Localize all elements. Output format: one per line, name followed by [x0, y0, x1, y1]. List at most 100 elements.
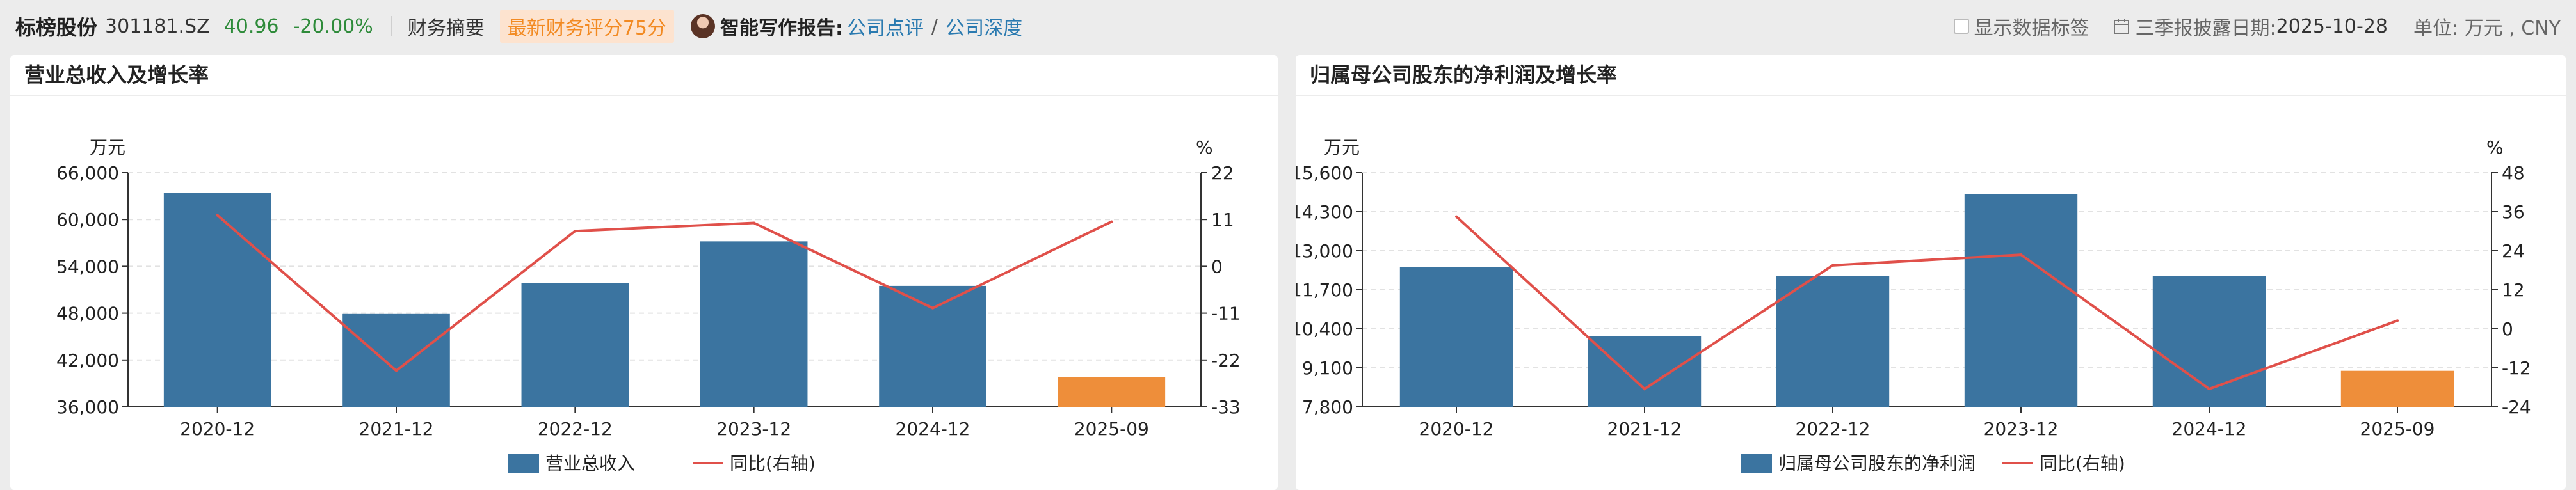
- growth-point-2025-09: [1110, 220, 1113, 223]
- y2-tick-label: 0: [2502, 319, 2513, 340]
- y-tick-label: 9,100: [1302, 358, 1353, 379]
- y-unit-label: 万元: [1324, 137, 1360, 158]
- growth-point-2021-12: [1643, 388, 1646, 391]
- header-divider: [390, 16, 392, 36]
- show-labels-label[interactable]: 显示数据标签: [1974, 17, 2089, 40]
- profit-chart: 7,800 9,100 10,400 11,700 13,000 14,300 15,600…: [1296, 137, 2531, 474]
- legend-bar-swatch: [1741, 454, 1772, 473]
- disclosure-label: 三季报披露日期:: [2135, 17, 2276, 40]
- header-bar: 标榜股份 301181.SZ 40.96 -20.00% 财务摘要 最新财务评分…: [0, 0, 2576, 52]
- stock-name: 标榜股份: [15, 15, 98, 40]
- revenue-chart-title: 营业总收入及增长率: [24, 63, 209, 87]
- x-tick-label: 2020-12: [1419, 418, 1494, 439]
- financial-score-badge[interactable]: 最新财务评分75分: [499, 10, 674, 43]
- y-tick-label: 15,600: [1296, 162, 1353, 184]
- y-tick-label: 60,000: [56, 209, 119, 230]
- growth-point-2022-12: [574, 230, 577, 233]
- x-tick-label: 2025-09: [1074, 418, 1149, 439]
- x-tick-label: 2024-12: [896, 418, 970, 439]
- show-labels-checkbox[interactable]: [1953, 19, 1969, 34]
- x-tick-label: 2023-12: [1984, 418, 2059, 439]
- growth-point-2024-12: [2208, 388, 2210, 391]
- panel-divider: [10, 95, 1278, 96]
- unit-label: 单位: 万元 , CNY: [2413, 17, 2561, 40]
- company-depth-link[interactable]: 公司深度: [946, 17, 1023, 40]
- growth-point-2020-12: [1455, 215, 1458, 218]
- x-tick-label: 2021-12: [1607, 418, 1682, 439]
- x-tick-label: 2022-12: [1796, 418, 1871, 439]
- y-tick-label: 48,000: [56, 303, 119, 324]
- bar-2023-12: [1964, 194, 2078, 407]
- y2-tick-label: -24: [2502, 397, 2531, 418]
- y2-tick-label: -22: [1211, 350, 1241, 371]
- y-unit-label: 万元: [90, 137, 125, 158]
- bar-2020-12: [1399, 267, 1513, 407]
- y2-tick-label: 11: [1211, 209, 1234, 230]
- legend-line-label: 同比(右轴): [730, 453, 816, 474]
- growth-point-2022-12: [1831, 264, 1834, 267]
- bar-2021-12: [342, 313, 450, 407]
- bar-2025-09: [2340, 370, 2454, 407]
- x-tick-label: 2021-12: [359, 418, 434, 439]
- disclosure-date: 2025-10-28: [2276, 15, 2388, 38]
- y-tick-label: 36,000: [56, 397, 119, 418]
- bar-2022-12: [1776, 276, 1890, 407]
- y2-tick-label: -12: [2502, 358, 2531, 379]
- legend-line-label: 同比(右轴): [2040, 453, 2125, 474]
- y-tick-label: 54,000: [56, 256, 119, 277]
- y-tick-label: 7,800: [1302, 397, 1353, 418]
- y2-unit-label: %: [2486, 137, 2504, 158]
- y2-tick-label: 12: [2502, 280, 2525, 301]
- bar-2024-12: [2152, 276, 2266, 407]
- growth-point-2023-12: [752, 221, 755, 225]
- growth-line: [216, 214, 1113, 373]
- y2-tick-label: 36: [2502, 202, 2525, 223]
- y2-tick-label: 24: [2502, 241, 2525, 262]
- ai-report-label: 智能写作报告:: [720, 17, 843, 40]
- growth-point-2025-09: [2396, 319, 2399, 322]
- link-separator: /: [931, 15, 938, 38]
- y-tick-label: 13,000: [1296, 241, 1353, 262]
- x-tick-label: 2024-12: [2172, 418, 2247, 439]
- revenue-panel: 营业总收入及增长率 36,000 42,000 48,000 54,000 60,000…: [10, 55, 1278, 490]
- y2-tick-label: -11: [1211, 303, 1241, 324]
- growth-point-2023-12: [2020, 253, 2022, 257]
- profit-panel: 归属母公司股东的净利润及增长率 7,800 9,100 10,400 11,700 13…: [1296, 55, 2566, 490]
- bar-2020-12: [163, 193, 271, 407]
- y-tick-label: 10,400: [1296, 319, 1353, 340]
- price-change: -20.00%: [293, 15, 373, 38]
- y2-tick-label: -33: [1211, 397, 1241, 418]
- ai-avatar-icon: [690, 14, 715, 38]
- growth-point-2020-12: [216, 214, 219, 217]
- bar-2025-09: [1058, 377, 1166, 407]
- bar-2023-12: [700, 241, 808, 407]
- header-left: 标榜股份 301181.SZ 40.96 -20.00% 财务摘要 最新财务评分…: [15, 0, 1022, 52]
- header-right: 显示数据标签 三季报披露日期: 2025-10-28 单位: 万元 , CNY: [1953, 0, 2561, 52]
- stock-code: 301181.SZ: [105, 15, 210, 38]
- stock-price: 40.96: [223, 15, 279, 38]
- bar-2022-12: [521, 283, 629, 407]
- bar-2021-12: [1588, 336, 1702, 407]
- legend-bar-label: 归属母公司股东的净利润: [1778, 453, 1976, 474]
- legend-bar-label: 营业总收入: [545, 453, 635, 474]
- y2-tick-label: 22: [1211, 162, 1234, 184]
- x-tick-label: 2022-12: [538, 418, 613, 439]
- x-tick-label: 2020-12: [180, 418, 255, 439]
- y-tick-label: 42,000: [56, 350, 119, 371]
- growth-point-2024-12: [931, 306, 934, 310]
- panel-divider: [1296, 95, 2566, 96]
- company-review-link[interactable]: 公司点评: [846, 17, 924, 40]
- y2-unit-label: %: [1196, 137, 1213, 158]
- calendar-icon: [2113, 19, 2129, 34]
- y-tick-label: 11,700: [1296, 280, 1353, 301]
- financial-summary-link[interactable]: 财务摘要: [407, 17, 485, 40]
- growth-point-2021-12: [395, 369, 398, 372]
- legend-bar-swatch: [508, 454, 539, 473]
- revenue-chart: 36,000 42,000 48,000 54,000 60,000 66,000 -33 -…: [56, 137, 1241, 474]
- y2-tick-label: 48: [2502, 162, 2525, 184]
- x-tick-label: 2023-12: [716, 418, 791, 439]
- y-tick-label: 66,000: [56, 162, 119, 184]
- y2-tick-label: 0: [1211, 256, 1223, 277]
- y-tick-label: 14,300: [1296, 202, 1353, 223]
- bar-2024-12: [879, 285, 986, 407]
